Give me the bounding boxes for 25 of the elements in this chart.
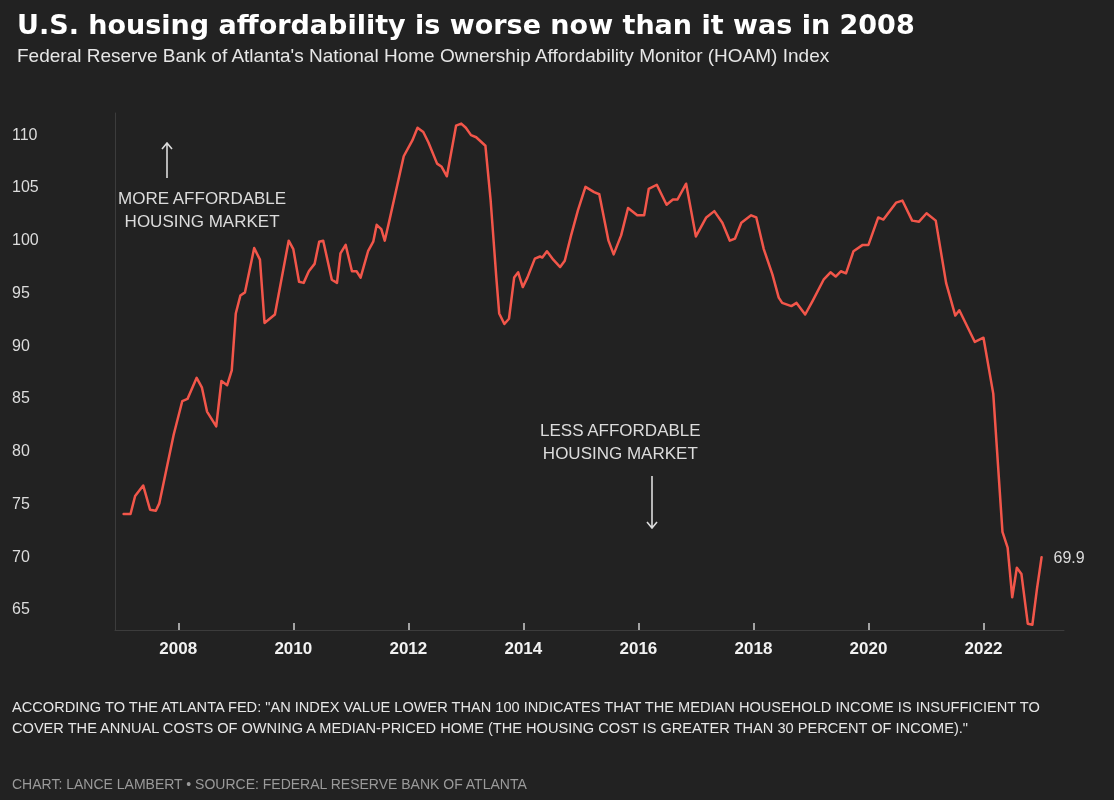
text: CHART: LANCE LAMBERT • SOURCE: FEDERAL RESERVE BANK OF ATLANTA [12, 775, 528, 794]
annotation: MORE AFFORDABLE HOUSING MARKET [118, 188, 287, 233]
x-tick-label: 2008 [159, 639, 198, 658]
y-tick-label: 110 [12, 125, 38, 143]
chart-title: U.S. housing affordability is worse now than it was in 2008 [17, 9, 915, 40]
annotation: LESS AFFORDABLE HOUSING MARKET [540, 420, 701, 465]
x-tick-label: 2014 [504, 639, 543, 658]
y-tick-label: 90 [12, 336, 30, 354]
x-tick-label: 2010 [274, 639, 313, 658]
x-tick-label: 2022 [964, 639, 1003, 658]
y-tick-label: 85 [12, 389, 30, 407]
y-tick-label: 100 [12, 231, 39, 249]
y-tick-label: 70 [12, 547, 30, 565]
chart-subtitle: Federal Reserve Bank of Atlanta's National Home Ownership Affordability Monitor (HOAM) Index [17, 45, 830, 66]
x-tick-label: 2016 [619, 639, 658, 658]
x-tick-label: 2018 [734, 639, 773, 658]
y-tick-label: 75 [12, 494, 30, 512]
x-tick-label: 2020 [849, 639, 888, 658]
x-tick-label: 2012 [389, 639, 428, 658]
y-tick-label: 105 [12, 178, 39, 196]
y-tick-label: 65 [12, 600, 30, 618]
y-tick-label: 80 [12, 442, 30, 460]
data-label: 69.9 [1053, 548, 1085, 566]
text: ACCORDING TO THE ATLANTA FED: "AN INDEX VALUE LOWER THAN 100 INDICATES THAT THE MEDIAN HOUSEHOLD INCOME IS INSUFFICIENT TO COVER THE ANNUAL COSTS OF OWNING A MEDIAN-PRICED HOME (THE HOUSING COST IS GREATER THAN 30 PERCENT OF INCOME)." [12, 698, 1041, 739]
y-tick-label: 95 [12, 283, 30, 301]
